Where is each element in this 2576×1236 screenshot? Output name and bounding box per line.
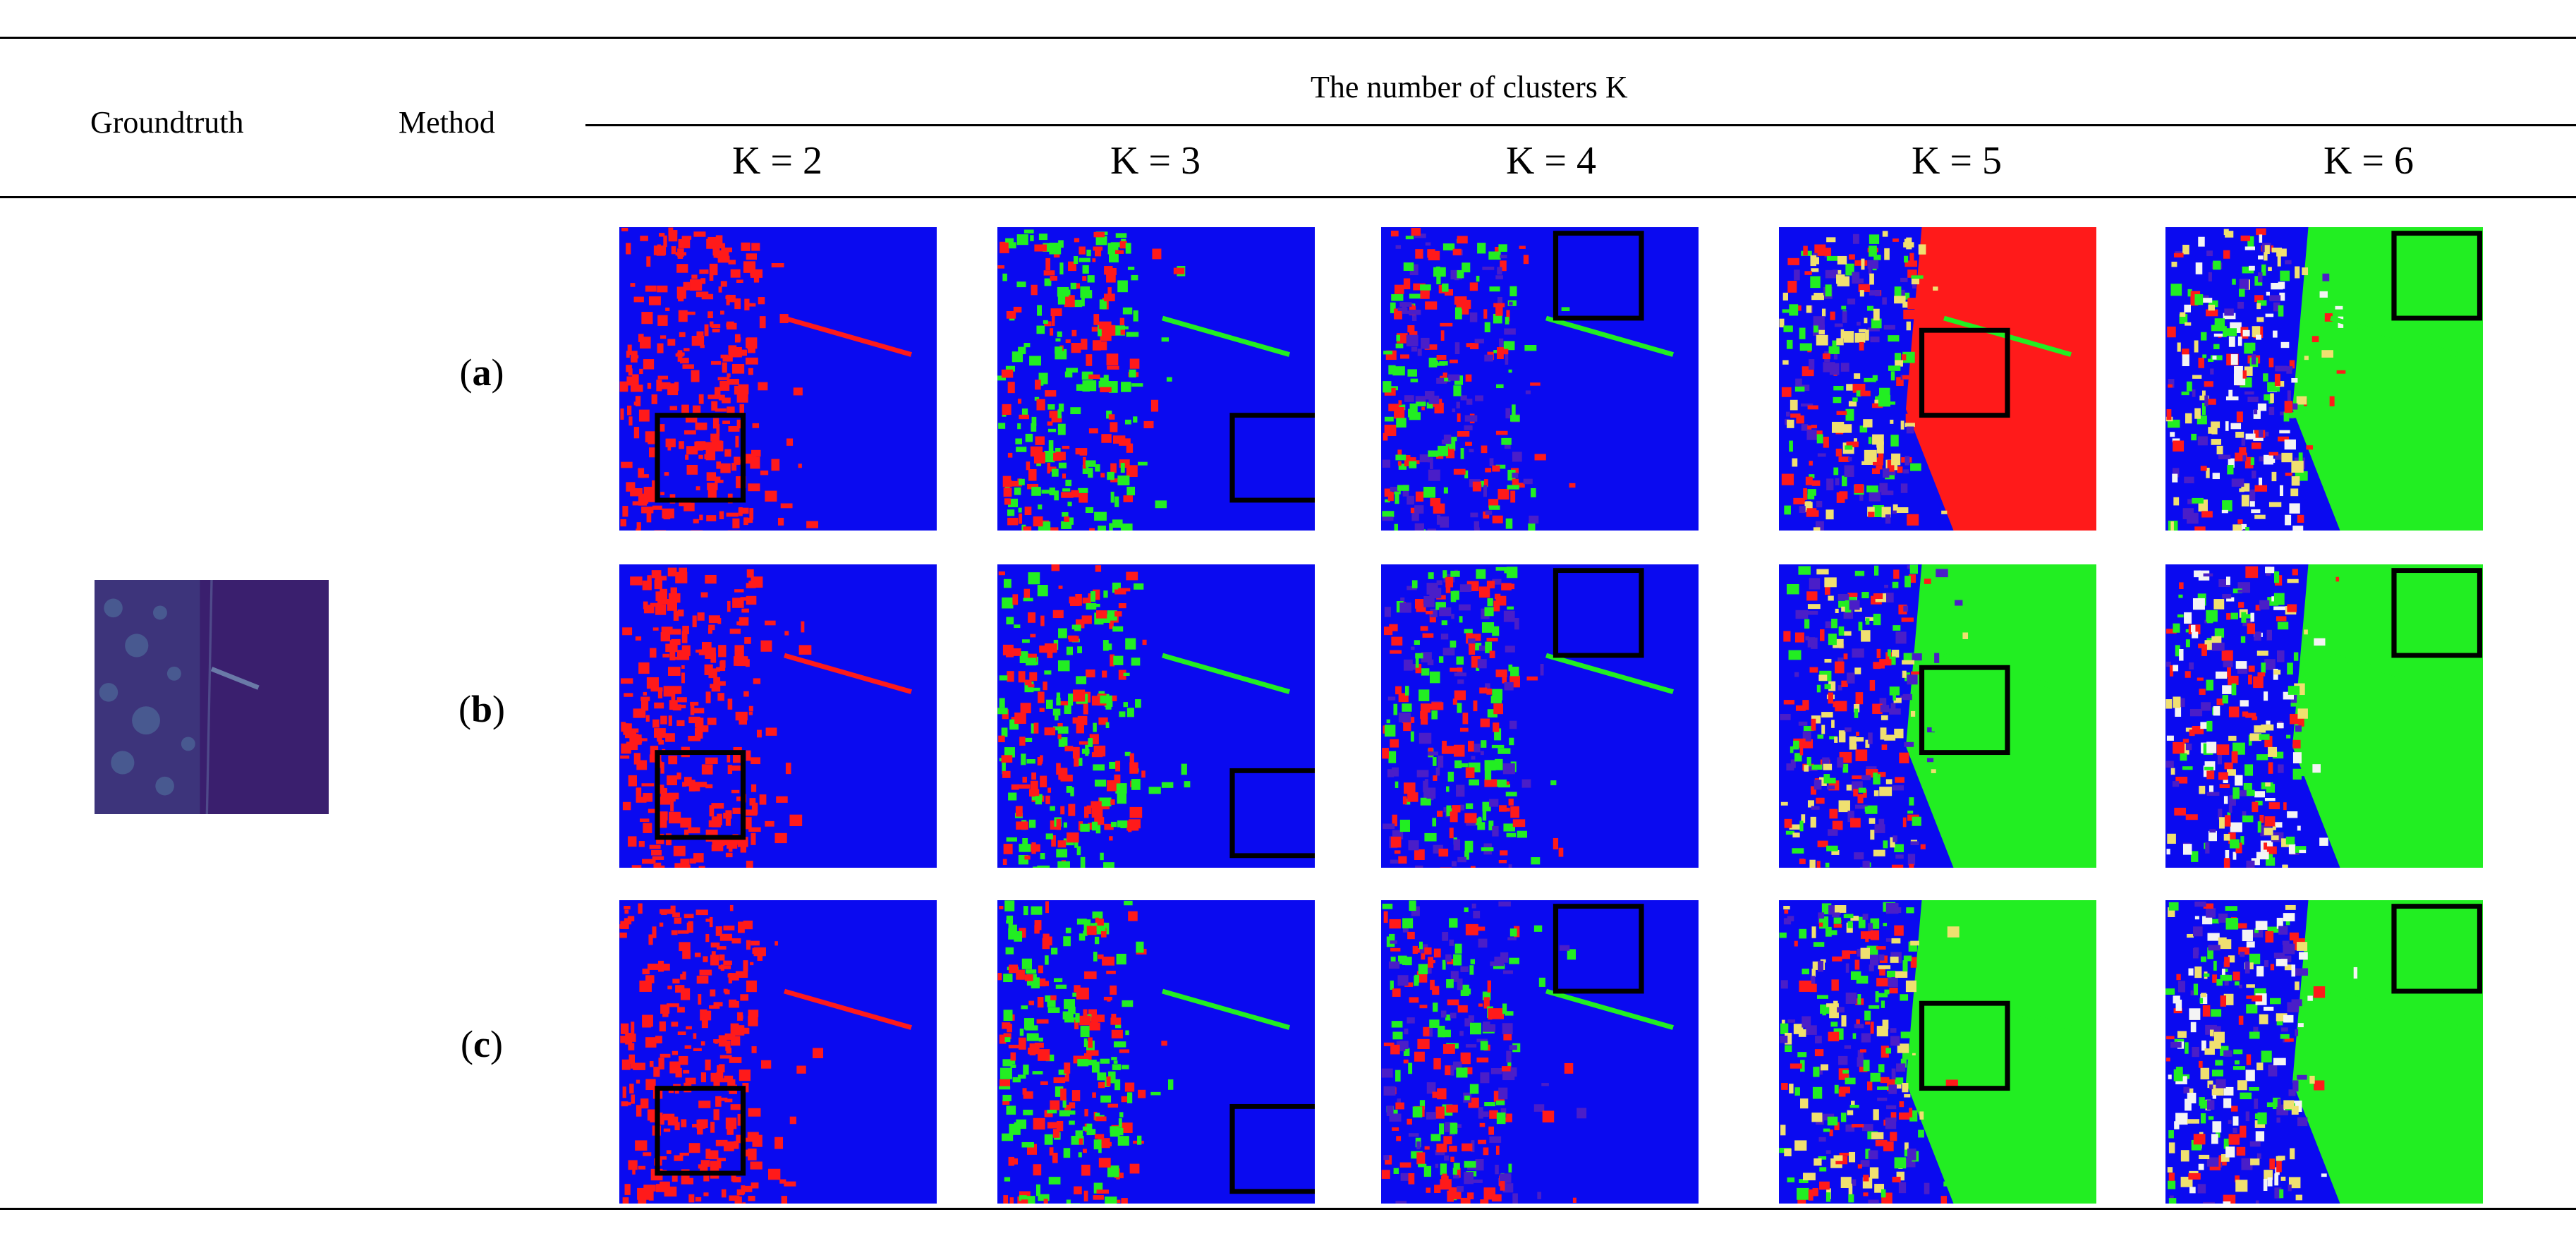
cluster-map-a-k4 <box>1381 227 1699 531</box>
k4-label: K = 4 <box>1505 139 1597 183</box>
highlight-box <box>655 1086 746 1176</box>
cluster-map-b-k2 <box>619 564 937 868</box>
method-header: Method <box>399 105 495 140</box>
cluster-map-c-k4 <box>1381 900 1699 1204</box>
groundtruth-header: Groundtruth <box>90 105 244 140</box>
highlight-box <box>1553 231 1644 321</box>
groundtruth-image <box>95 580 329 814</box>
row-label-c: (c) <box>461 1023 503 1065</box>
highlight-box <box>1553 904 1644 994</box>
cluster-map-c-k2 <box>619 900 937 1204</box>
cluster-map-a-k3 <box>997 227 1315 531</box>
k5-label: K = 5 <box>1911 139 2003 183</box>
cluster-subheader-rule <box>585 124 2576 126</box>
row-label-b: (b) <box>458 688 506 730</box>
highlight-box <box>1229 1103 1315 1194</box>
cluster-map-c-k5 <box>1779 900 2096 1204</box>
bottom-rule <box>0 1208 2576 1210</box>
highlight-box <box>655 750 746 840</box>
highlight-box <box>2391 568 2483 658</box>
highlight-box <box>1553 568 1644 658</box>
cluster-map-b-k4 <box>1381 564 1699 868</box>
row-label-a: (a) <box>459 351 504 394</box>
k6-label: K = 6 <box>2323 139 2414 183</box>
highlight-box <box>2391 231 2483 321</box>
cluster-map-b-k5 <box>1779 564 2096 868</box>
cluster-map-a-k2 <box>619 227 937 531</box>
highlight-box <box>655 413 746 503</box>
top-rule <box>0 37 2576 39</box>
highlight-box <box>1229 768 1315 859</box>
highlight-box <box>1919 327 2010 418</box>
highlight-box <box>1919 1000 2010 1091</box>
cluster-map-a-k5 <box>1779 227 2096 531</box>
k2-label: K = 2 <box>731 139 823 183</box>
k3-label: K = 3 <box>1110 139 1201 183</box>
cluster-map-c-k3 <box>997 900 1315 1204</box>
cluster-map-b-k6 <box>2165 564 2483 868</box>
cluster-map-b-k3 <box>997 564 1315 868</box>
cluster-map-c-k6 <box>2165 900 2483 1204</box>
cluster-map-a-k6 <box>2165 227 2483 531</box>
highlight-box <box>1229 413 1315 503</box>
highlight-box <box>1919 665 2010 756</box>
clusters-header: The number of clusters K <box>1311 70 1628 104</box>
highlight-box <box>2391 904 2483 994</box>
header-bottom-rule <box>0 196 2576 198</box>
